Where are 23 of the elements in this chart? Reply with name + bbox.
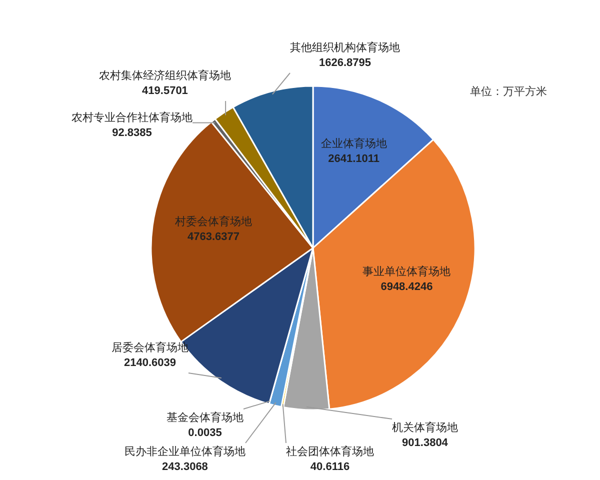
data-label: 2641.1011	[328, 153, 380, 166]
slice-label: 农村集体经济组织体育场地	[99, 70, 231, 82]
slice-label: 其他组织机构体育场地	[290, 42, 400, 54]
data-label: 92.8385	[112, 127, 152, 139]
slice-label: 基金会体育场地	[166, 412, 244, 424]
slice-label: 机关体育场地	[392, 422, 458, 434]
data-label: 419.5701	[142, 85, 188, 97]
data-label: 40.6116	[310, 461, 350, 473]
slice-label: 农村专业合作社体育场地	[72, 112, 192, 124]
slice-label: 居委会体育场地	[112, 342, 188, 354]
data-label: 2140.6039	[124, 357, 176, 369]
data-label: 4763.6377	[188, 231, 240, 244]
text: 单位：万平方米	[470, 85, 547, 98]
data-label: 243.3068	[162, 461, 208, 473]
data-label: 0.0035	[188, 427, 222, 439]
data-label: 6948.4246	[380, 281, 433, 294]
data-label: 1626.8795	[319, 57, 371, 69]
slice-label: 民办非企业单位体育场地	[124, 446, 246, 458]
slice-label: 村委会体育场地	[175, 216, 252, 228]
slice-label: 事业单位体育场地	[362, 266, 451, 278]
data-label: 901.3804	[402, 437, 448, 449]
slice-label: 企业体育场地	[320, 138, 387, 150]
slice-label: 社会团体体育场地	[286, 446, 374, 458]
